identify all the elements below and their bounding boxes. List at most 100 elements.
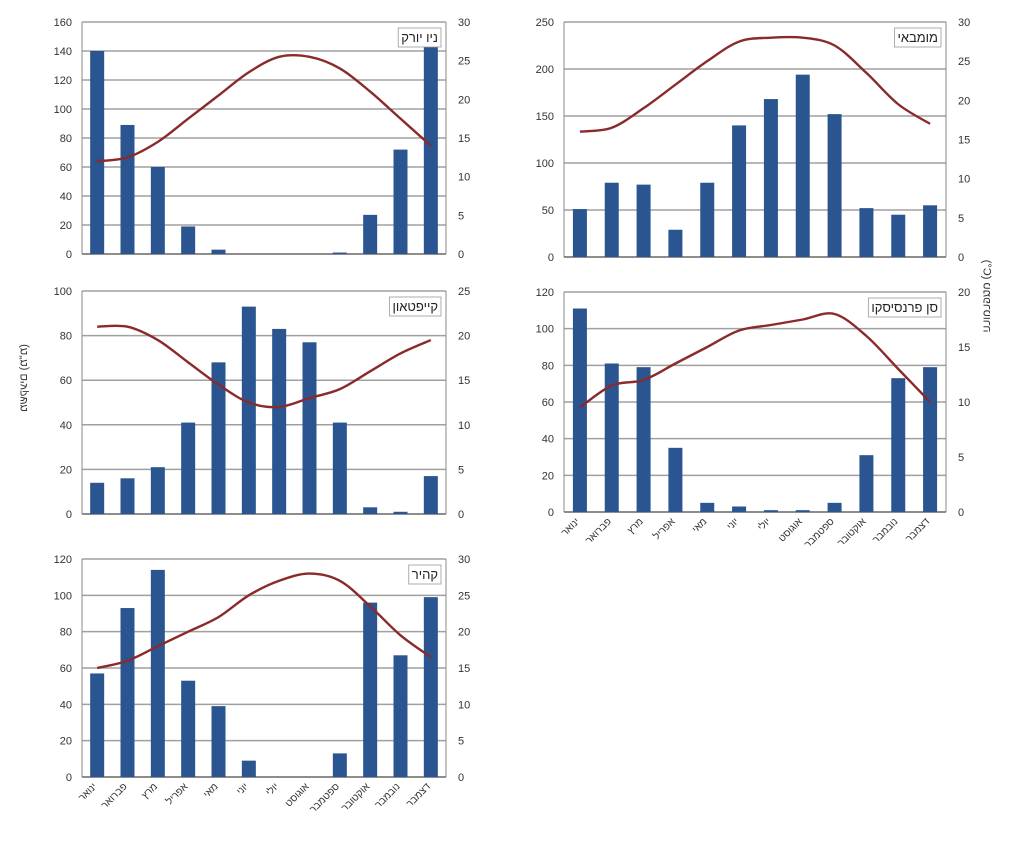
y-tick-label: 60: [60, 162, 72, 174]
y-tick-label: 200: [536, 64, 554, 76]
y2-tick-label: 5: [958, 213, 964, 225]
x-tick-label: ספטמבר: [803, 516, 837, 550]
chart-title: מומבאי: [897, 30, 938, 45]
x-tick-label: נובמבר: [871, 516, 901, 546]
bar-מאי: [211, 362, 226, 514]
y-tick-label: 80: [60, 331, 72, 343]
y2-tick-label: 10: [958, 397, 970, 409]
y-tick-label: 0: [548, 507, 554, 519]
y2-tick-label: 20: [958, 287, 970, 299]
y2-tick-label: 20: [458, 627, 470, 639]
y2-tick-label: 15: [958, 342, 970, 354]
bar-דצמבר: [923, 205, 938, 257]
y2-tick-label: 0: [458, 249, 464, 261]
y-tick-label: 0: [66, 249, 72, 261]
y-tick-label: 20: [60, 220, 72, 232]
bar-נובמבר: [393, 149, 408, 254]
y-tick-label: 80: [60, 627, 72, 639]
bar-אוקטובר: [363, 214, 378, 254]
y-tick-label: 60: [60, 375, 72, 387]
bar-מרץ: [150, 467, 165, 514]
y-tick-label: 120: [54, 554, 72, 566]
bar-מאי: [211, 249, 226, 254]
x-tick-label: יוני: [235, 781, 251, 797]
y-tick-label: 20: [60, 736, 72, 748]
y2-tick-label: 0: [958, 252, 964, 264]
temperature-line: [97, 324, 432, 409]
y2-tick-label: 10: [458, 172, 470, 184]
bar-אפריל: [181, 226, 196, 254]
y2-tick-label: 10: [958, 174, 970, 186]
bar-דצמבר: [423, 597, 438, 777]
chart-title-box: [408, 564, 442, 585]
bar-מרץ: [150, 569, 165, 777]
bar-אוקטובר: [363, 507, 378, 514]
bar-פברואר: [604, 182, 619, 257]
x-tick-label: אוקטובר: [340, 781, 373, 814]
bar-יולי: [763, 99, 778, 257]
bar-יוני: [241, 306, 256, 514]
chart-title-box: [389, 296, 442, 317]
bar-יוני: [732, 506, 747, 512]
bar-פברואר: [120, 608, 135, 777]
bar-מרץ: [636, 367, 651, 512]
y2-tick-label: 25: [458, 590, 470, 602]
bar-אפריל: [181, 680, 196, 777]
bar-אוקטובר: [363, 602, 378, 777]
bar-ספטמבר: [332, 753, 347, 777]
y-tick-label: 160: [54, 17, 72, 29]
bar-יולי: [272, 328, 287, 514]
y-tick-label: 100: [54, 590, 72, 602]
y-tick-label: 60: [60, 663, 72, 675]
y2-tick-label: 0: [458, 772, 464, 784]
y-tick-label: 80: [542, 360, 554, 372]
chart-panel: 0 20 40 60 80 100 120 0 5 10 15 20 סן פרנסיסקו ינואר פ…: [536, 287, 971, 550]
x-tick-label: מרץ: [140, 781, 160, 801]
y-tick-label: 40: [60, 420, 72, 432]
x-tick-label: ינואר: [560, 516, 582, 538]
y2-tick-label: 30: [458, 17, 470, 29]
y2-tick-label: 5: [958, 452, 964, 464]
y2-tick-label: 25: [458, 286, 470, 298]
y-tick-label: 40: [60, 191, 72, 203]
bar-יוני: [732, 125, 747, 258]
bar-יולי: [763, 510, 778, 512]
y-tick-label: 0: [548, 252, 554, 264]
x-tick-label: אוקטובר: [836, 516, 869, 549]
y-tick-label: 0: [66, 509, 72, 521]
x-tick-label: יולי: [264, 781, 282, 799]
bar-דצמבר: [923, 367, 938, 512]
x-tick-label: אוגוסט: [283, 781, 312, 810]
x-tick-label: דצמבר: [405, 781, 434, 810]
x-tick-label: מרץ: [626, 516, 646, 536]
y-tick-label: 250: [536, 17, 554, 29]
x-tick-label: מאי: [202, 781, 221, 800]
temperature-axis-title: טמפרטורה (C°): [980, 259, 993, 333]
bar-אפריל: [668, 229, 683, 257]
bar-ספטמבר: [827, 502, 842, 512]
chart-title: ניו יורק: [401, 30, 438, 45]
bar-ספטמבר: [332, 252, 347, 254]
bar-נובמבר: [891, 378, 906, 512]
bar-פברואר: [120, 478, 135, 514]
y2-tick-label: 25: [458, 56, 470, 68]
precipitation-axis-title: משקעים (מ"מ): [17, 344, 30, 412]
y2-tick-label: 15: [458, 133, 470, 145]
bar-ינואר: [572, 209, 587, 257]
y-tick-label: 20: [60, 464, 72, 476]
y2-tick-label: 20: [958, 95, 970, 107]
x-tick-label: אוגוסט: [777, 516, 806, 545]
y-tick-label: 60: [542, 397, 554, 409]
chart-title: קהיר: [412, 567, 438, 582]
bar-ינואר: [90, 51, 105, 254]
y2-tick-label: 25: [958, 56, 970, 68]
y2-tick-label: 15: [458, 375, 470, 387]
x-tick-label: אפריל: [651, 515, 678, 542]
y-tick-label: 40: [60, 699, 72, 711]
bar-אוקטובר: [859, 208, 874, 257]
chart-panel: 0 20 40 60 80 100 120 140 160 0 5 10 15 20 25 30 ניו יור…: [54, 17, 471, 261]
bar-ינואר: [90, 673, 105, 777]
bar-מרץ: [636, 184, 651, 257]
y-tick-label: 150: [536, 111, 554, 123]
